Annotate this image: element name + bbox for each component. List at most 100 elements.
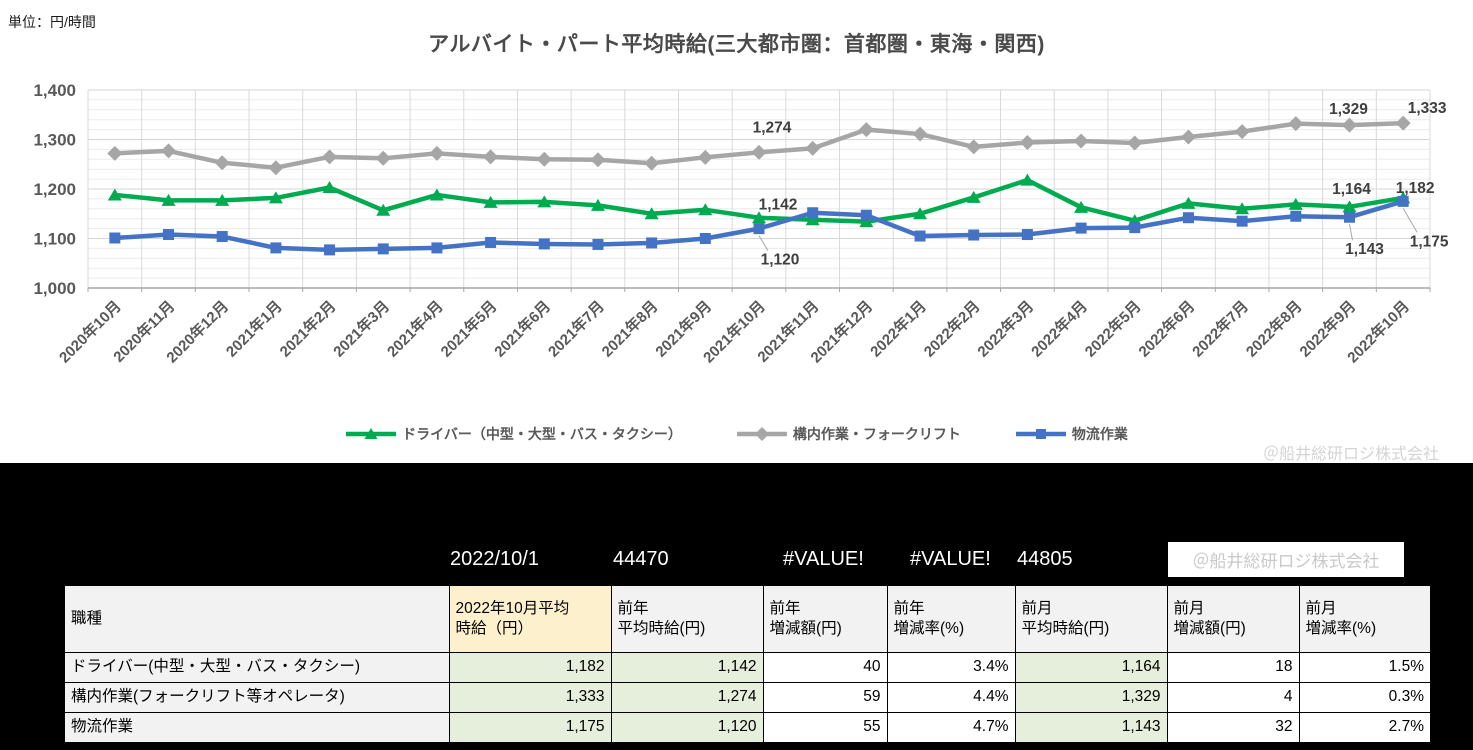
- cell-r0-c5[interactable]: 1,164: [1014, 652, 1168, 683]
- cell-r0-c4[interactable]: 3.4%: [886, 652, 1016, 683]
- cell-r2-c6[interactable]: 32: [1166, 712, 1300, 744]
- cell-r0-c0[interactable]: ドライバー(中型・大型・バス・タクシー): [63, 652, 450, 683]
- legend-label: 物流作業: [1071, 426, 1128, 442]
- cell-r0-c6[interactable]: 18: [1166, 652, 1300, 683]
- cell-r2-c2[interactable]: 1,120: [610, 712, 764, 744]
- header-cell-0[interactable]: 職種: [63, 584, 450, 653]
- warehouse-forklift-marker: [1019, 134, 1035, 150]
- warehouse-forklift-marker: [1288, 116, 1304, 132]
- data-label: 1,143: [1345, 241, 1384, 258]
- y-axis-label: 1,200: [33, 180, 76, 199]
- warehouse-forklift-marker: [644, 155, 660, 171]
- panel-cell-0[interactable]: 2022/10/1: [450, 548, 539, 570]
- data-label: 1,164: [1332, 181, 1371, 198]
- header-cell-3[interactable]: 前年 増減額(円): [762, 584, 888, 653]
- cell-r2-c1[interactable]: 1,175: [448, 712, 612, 744]
- cell-r2-c7[interactable]: 2.7%: [1298, 712, 1432, 744]
- data-label-leader: [1402, 208, 1418, 233]
- logistics-marker: [431, 242, 443, 254]
- data-label: 1,175: [1410, 233, 1449, 250]
- legend-item-logistics[interactable]: 物流作業: [1015, 424, 1128, 444]
- cell-r2-c5[interactable]: 1,143: [1014, 712, 1168, 744]
- warehouse-forklift-marker: [483, 149, 499, 165]
- driver-marker: [859, 215, 874, 228]
- warehouse-forklift-marker: [1073, 133, 1089, 149]
- logistics-marker: [1075, 222, 1087, 234]
- legend-item-driver[interactable]: ドライバー（中型・大型・バス・タクシー）: [345, 424, 682, 444]
- logistics-marker: [109, 232, 121, 244]
- driver-marker: [1288, 197, 1303, 210]
- panel-cell-3[interactable]: #VALUE!: [910, 548, 991, 570]
- logistics-marker: [1236, 215, 1248, 227]
- warehouse-forklift-marker: [268, 160, 284, 176]
- x-axis-label: 2022年4月: [1027, 297, 1090, 360]
- warehouse-forklift-marker: [912, 126, 928, 142]
- driver-legend-marker-icon: [346, 428, 397, 439]
- cell-r2-c4[interactable]: 4.7%: [886, 712, 1016, 744]
- header-cell-7[interactable]: 前月 増減率(%): [1298, 584, 1432, 653]
- legend-item-warehouse-forklift[interactable]: 構内作業・フォークリフト: [736, 424, 961, 444]
- cell-r0-c2[interactable]: 1,142: [610, 652, 764, 683]
- header-cell-5[interactable]: 前月 平均時給(円): [1014, 584, 1168, 653]
- warehouse-forklift-marker: [590, 152, 606, 168]
- cell-r1-c7[interactable]: 0.3%: [1298, 682, 1432, 713]
- cell-r2-c3[interactable]: 55: [762, 712, 888, 744]
- panel-cell-4[interactable]: 44805: [1017, 548, 1073, 570]
- warehouse-forklift-marker: [1341, 117, 1357, 133]
- warehouse-forklift-marker: [375, 150, 391, 166]
- header-cell-4[interactable]: 前年 増減率(%): [886, 584, 1016, 653]
- chart-title: アルバイト・パート平均時給(三大都市圏：首都圏・東海・関西): [428, 33, 1045, 56]
- logistics-marker: [914, 230, 926, 242]
- logistics-marker: [807, 207, 819, 219]
- warehouse-forklift-marker: [536, 151, 552, 167]
- logistics-marker: [324, 244, 336, 256]
- x-axis-label: 2021年8月: [598, 297, 661, 360]
- warehouse-forklift-marker: [161, 143, 177, 159]
- logistics-marker: [646, 237, 658, 249]
- warehouse-forklift-marker: [107, 145, 123, 161]
- logistics-legend-marker-icon: [1015, 429, 1066, 439]
- wage-table: 職種 2022年10月平均 時給（円） 前年 平均時給(円) 前年 増減額(円) 前年 …: [63, 584, 1432, 744]
- cell-r1-c6[interactable]: 4: [1166, 682, 1300, 713]
- cell-r1-c4[interactable]: 4.4%: [886, 682, 1016, 713]
- cell-r0-c3[interactable]: 40: [762, 652, 888, 683]
- warehouse-forklift-marker: [966, 139, 982, 155]
- header-cell-1[interactable]: 2022年10月平均 時給（円）: [448, 584, 612, 653]
- table-panel: 2022/10/1 44470 #VALUE! #VALUE! 44805 ＠船井総研ロ…: [0, 463, 1473, 750]
- driver-marker: [590, 198, 605, 211]
- logistics-marker: [1182, 212, 1194, 224]
- logistics-marker: [860, 209, 872, 221]
- logistics-marker: [1021, 229, 1033, 241]
- cell-r0-c1[interactable]: 1,182: [448, 652, 612, 683]
- driver-marker: [1235, 202, 1250, 215]
- logistics-marker: [1397, 195, 1409, 207]
- warehouse-forklift-marker: [1395, 115, 1411, 131]
- cell-r2-c0[interactable]: 物流作業: [63, 712, 450, 744]
- driver-marker: [644, 207, 659, 220]
- x-axis-label: 2022年2月: [920, 297, 983, 360]
- cell-r1-c1[interactable]: 1,333: [448, 682, 612, 713]
- x-axis-label: 2021年3月: [330, 297, 393, 360]
- driver-marker: [107, 188, 122, 201]
- y-axis-label: 1,300: [33, 131, 76, 150]
- data-label: 1,333: [1408, 100, 1447, 117]
- header-cell-6[interactable]: 前月 増減額(円): [1166, 584, 1300, 653]
- cell-r1-c2[interactable]: 1,274: [610, 682, 764, 713]
- warehouse-forklift-marker: [1234, 124, 1250, 140]
- driver-marker: [913, 207, 928, 220]
- warehouse-forklift-marker: [858, 122, 874, 138]
- cell-r0-c7[interactable]: 1.5%: [1298, 652, 1432, 683]
- panel-cell-1[interactable]: 44470: [613, 548, 669, 570]
- logistics-marker: [377, 243, 389, 255]
- x-axis-label: 2022年8月: [1242, 297, 1305, 360]
- header-cell-2[interactable]: 前年 平均時給(円): [610, 584, 764, 653]
- chart-legend: ドライバー（中型・大型・バス・タクシー） 構内作業・フォークリフト 物流作業: [0, 424, 1473, 444]
- cell-r1-c5[interactable]: 1,329: [1014, 682, 1168, 713]
- cell-r1-c0[interactable]: 構内作業(フォークリフト等オペレータ): [63, 682, 450, 713]
- cell-r1-c3[interactable]: 59: [762, 682, 888, 713]
- table-row-1: 構内作業(フォークリフト等オペレータ) 1,333 1,274 59 4.4% 1,329…: [63, 682, 1432, 713]
- panel-cell-2[interactable]: #VALUE!: [783, 548, 864, 570]
- x-axis-label: 2021年5月: [437, 297, 500, 360]
- table-header-row: 職種 2022年10月平均 時給（円） 前年 平均時給(円) 前年 増減額(円) 前年 …: [63, 584, 1432, 653]
- logistics-marker: [1343, 211, 1355, 223]
